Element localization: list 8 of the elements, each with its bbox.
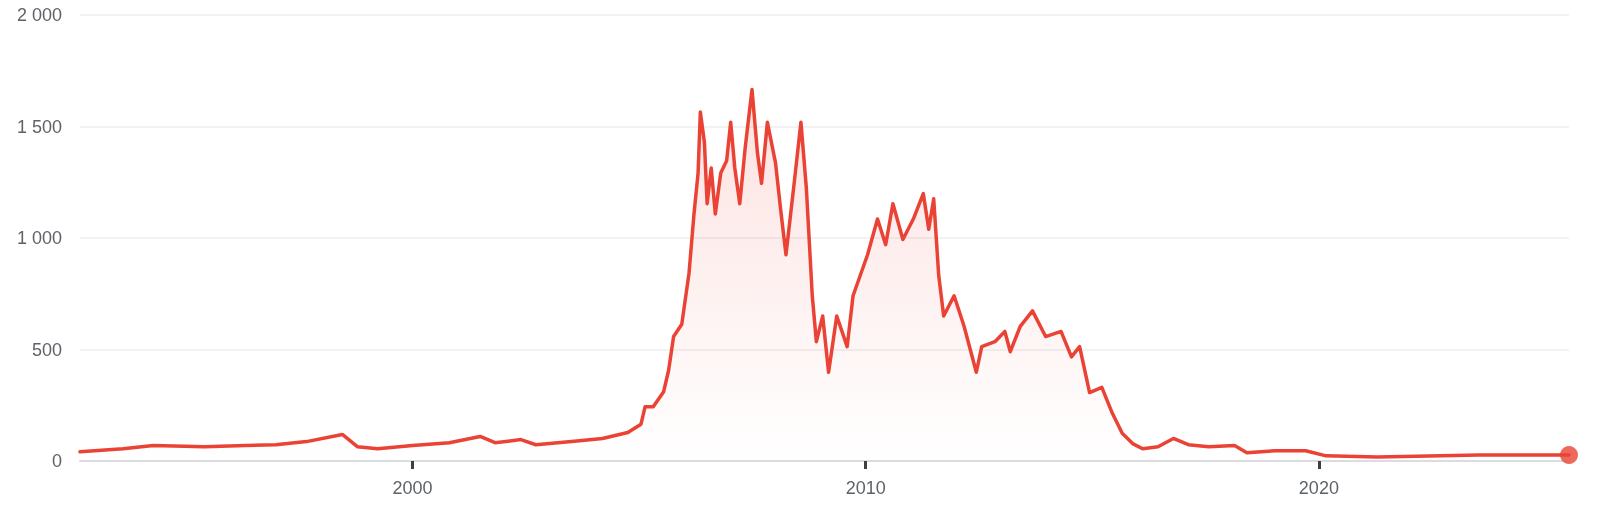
y-tick-label: 0 [51,451,62,471]
y-tick-label: 500 [31,339,62,360]
y-tick-label: 1 500 [16,116,62,137]
y-tick-label: 1 000 [16,228,62,248]
x-tick-label: 2000 [392,478,433,498]
x-tick-label: 2010 [845,478,886,498]
x-tick-label: 2020 [1298,478,1339,498]
y-tick-label: 2 000 [16,5,62,25]
